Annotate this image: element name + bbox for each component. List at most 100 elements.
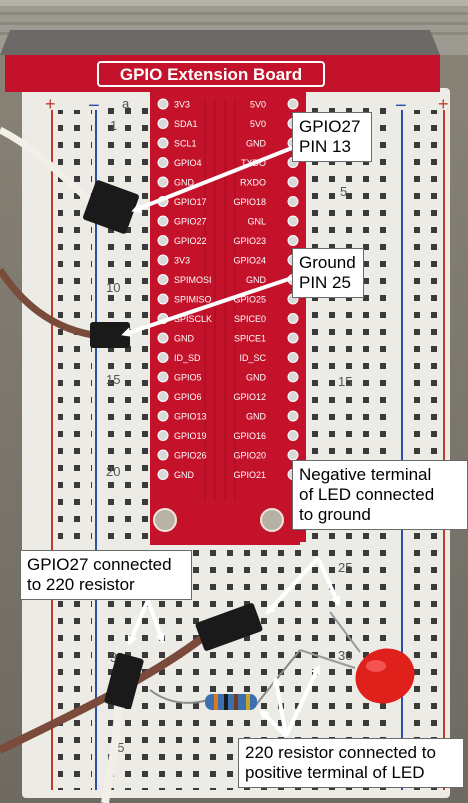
resistor-band: [224, 694, 228, 710]
led-highlight: [366, 660, 386, 672]
arrow-gpio27-res-1: [127, 599, 150, 646]
callout-gpio27-resistor: GPIO27 connected to 220 resistor: [20, 550, 192, 600]
pin-label: GPIO16: [233, 431, 266, 441]
callout-line: GPIO27: [299, 117, 361, 136]
pin-pad: [157, 371, 169, 383]
pin-pad: [157, 215, 169, 227]
resistor-band: [234, 694, 238, 710]
brown-wire-lower: [0, 628, 213, 754]
gpio-board-title: GPIO Extension Board: [120, 65, 302, 84]
resistor-band: [214, 694, 218, 710]
callout-line: to 220 resistor: [27, 575, 135, 594]
pin-pad: [287, 196, 299, 207]
jumper-connector: [104, 652, 144, 710]
jumper-connector: [90, 322, 130, 348]
pin-pad: [157, 235, 169, 246]
pin-pad: [287, 449, 299, 461]
callout-line: Negative terminal: [299, 465, 432, 484]
pin-pad: [157, 274, 169, 285]
pin-pad: [287, 410, 299, 422]
callout-line: PIN 13: [299, 137, 351, 156]
pin-label: SDA1: [174, 119, 198, 129]
jumper-connector: [195, 603, 263, 651]
pin-pad: [157, 410, 169, 422]
arrow-gpio27: [131, 146, 293, 213]
pin-pad: [157, 137, 169, 149]
ribbon-connector: [0, 30, 440, 55]
pin-label: GPIO18: [233, 197, 266, 207]
gpio-title-frame: [97, 61, 325, 87]
pin-label: 3V3: [174, 256, 190, 266]
pin-pad: [287, 371, 299, 383]
callout-negative-terminal: Negative terminal of LED connected to gr…: [292, 460, 468, 530]
row-number: 30: [338, 648, 352, 663]
pin-label: GPIO13: [174, 412, 207, 422]
pin-pad: [157, 293, 169, 305]
brown-wire: [0, 268, 101, 340]
callout-line: to ground: [299, 505, 371, 524]
pin-label: GPIO12: [233, 392, 266, 402]
arrow-resistor-3: [259, 709, 288, 738]
pin-pad: [287, 98, 299, 110]
pin-label: GPIO5: [174, 373, 202, 383]
callout-line: Ground: [299, 253, 356, 272]
white-wire: [0, 126, 98, 208]
pin-label: GPIO24: [233, 256, 266, 266]
callout-line: positive terminal of LED: [245, 763, 425, 782]
pin-pad: [287, 332, 299, 344]
pin-label: GND: [174, 178, 195, 188]
arrow-resistor-2: [284, 664, 320, 737]
pin-label: GPIO27: [174, 217, 207, 227]
led-lead: [299, 649, 356, 669]
row-number: 25: [338, 560, 352, 575]
callout-line: GPIO27 connected: [27, 555, 172, 574]
pin-label: GPIO23: [233, 236, 266, 246]
arrow-resistor-1: [272, 676, 288, 737]
pin-pad: [157, 352, 169, 363]
pin-label: 5V0: [250, 100, 266, 110]
pin-label: GND: [246, 373, 267, 383]
pin-pad: [157, 469, 169, 480]
pin-label: RXDO: [240, 178, 266, 188]
row-number: 5: [340, 184, 347, 199]
pin-label: GND: [246, 275, 267, 285]
pin-pad: [287, 313, 299, 324]
pin-label: GND: [246, 412, 267, 422]
pin-label: GND: [246, 139, 267, 149]
left-pin-column: 3V3 SDA1 SCL1 GPIO4 GND GPIO17 GPIO27 GPIO22 3V3…: [157, 98, 212, 480]
pin-label: 5V0: [250, 119, 266, 129]
pin-label: GNL: [247, 217, 266, 227]
callout-line: PIN 25: [299, 273, 351, 292]
row-number: 10: [106, 280, 120, 295]
pin-label: SCL1: [174, 139, 197, 149]
pin-pad: [287, 391, 299, 402]
pin-label: GND: [174, 334, 195, 344]
pin-pad: [157, 332, 169, 344]
pin-pad: [157, 98, 169, 110]
column-letter: a: [122, 96, 130, 111]
arrow-gpio27-res-2: [146, 599, 165, 644]
pin-label: GPIO25: [233, 295, 266, 305]
row-number: 15: [106, 372, 120, 387]
pin-label: ID_SD: [174, 353, 201, 363]
led-lead: [329, 611, 361, 653]
callout-line: 220 resistor connected to: [245, 743, 436, 762]
row-number: 1: [110, 118, 117, 133]
callout-resistor-led: 220 resistor connected to positive termi…: [238, 738, 464, 788]
row-number: 20: [106, 464, 120, 479]
arrow-negative-2: [316, 557, 341, 607]
pin-pad: [157, 254, 169, 266]
pin-label: 3V3: [174, 100, 190, 110]
right-rail-holes: [406, 110, 440, 790]
pin-label: GPIO20: [233, 451, 266, 461]
pin-pad: [287, 430, 299, 441]
pin-label: GPIO22: [174, 236, 207, 246]
pin-pad: [287, 176, 299, 188]
pin-label: GPIO4: [174, 158, 202, 168]
mounting-hole: [260, 508, 284, 532]
pin-pad: [287, 215, 299, 227]
pin-label: SPISCLK: [174, 314, 212, 324]
callout-gpio27-pin: GPIO27 PIN 13: [292, 112, 372, 162]
right-plus-label: +: [438, 94, 449, 114]
pin-label: SPICE1: [234, 334, 266, 344]
